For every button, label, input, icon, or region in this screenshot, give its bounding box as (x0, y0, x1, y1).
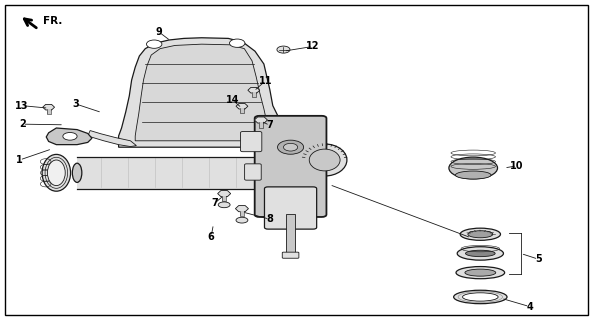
Circle shape (278, 140, 304, 154)
Text: 2: 2 (19, 119, 26, 129)
FancyBboxPatch shape (244, 164, 261, 180)
Polygon shape (46, 128, 92, 145)
Ellipse shape (72, 163, 82, 182)
Text: 6: 6 (208, 232, 215, 242)
FancyBboxPatch shape (255, 116, 326, 217)
Bar (222, 196, 227, 201)
Ellipse shape (460, 228, 500, 240)
Polygon shape (218, 190, 231, 197)
Polygon shape (135, 44, 268, 141)
Bar (286, 214, 295, 256)
Circle shape (229, 39, 245, 47)
Bar (46, 109, 50, 114)
Text: 3: 3 (72, 99, 79, 109)
Bar (77, 157, 308, 189)
Ellipse shape (468, 231, 493, 238)
Bar (240, 108, 244, 113)
Text: FR.: FR. (43, 16, 63, 26)
Polygon shape (119, 38, 280, 147)
Ellipse shape (302, 144, 347, 176)
Polygon shape (248, 87, 260, 93)
Text: 5: 5 (535, 254, 542, 264)
Polygon shape (236, 103, 248, 109)
Ellipse shape (47, 160, 65, 186)
Polygon shape (254, 117, 267, 123)
Bar (240, 211, 244, 216)
Circle shape (146, 40, 162, 48)
Text: 7: 7 (211, 198, 218, 208)
FancyBboxPatch shape (282, 252, 299, 258)
Text: 12: 12 (307, 41, 320, 52)
Text: 11: 11 (259, 76, 272, 86)
Ellipse shape (463, 293, 498, 301)
Ellipse shape (449, 157, 498, 179)
Text: 13: 13 (15, 100, 28, 111)
Polygon shape (235, 205, 248, 212)
Text: 10: 10 (511, 161, 524, 171)
Bar (251, 92, 256, 97)
Ellipse shape (236, 217, 248, 223)
Ellipse shape (456, 267, 505, 279)
Ellipse shape (42, 154, 71, 191)
Ellipse shape (303, 157, 314, 189)
Text: 8: 8 (266, 214, 273, 224)
Circle shape (277, 46, 290, 53)
Ellipse shape (465, 269, 496, 276)
Ellipse shape (466, 250, 495, 257)
Text: 1: 1 (16, 155, 23, 165)
Bar (259, 123, 263, 128)
Ellipse shape (457, 247, 503, 260)
Ellipse shape (454, 290, 507, 304)
FancyBboxPatch shape (264, 187, 317, 229)
Ellipse shape (218, 202, 230, 208)
Ellipse shape (310, 149, 340, 171)
Ellipse shape (455, 171, 491, 179)
Circle shape (283, 143, 298, 151)
Polygon shape (43, 104, 55, 110)
Circle shape (63, 132, 77, 140)
Text: 14: 14 (226, 95, 239, 105)
FancyBboxPatch shape (240, 132, 262, 152)
Text: 4: 4 (526, 301, 533, 312)
Text: 7: 7 (266, 120, 273, 131)
Text: 9: 9 (155, 27, 162, 37)
Polygon shape (88, 131, 136, 147)
